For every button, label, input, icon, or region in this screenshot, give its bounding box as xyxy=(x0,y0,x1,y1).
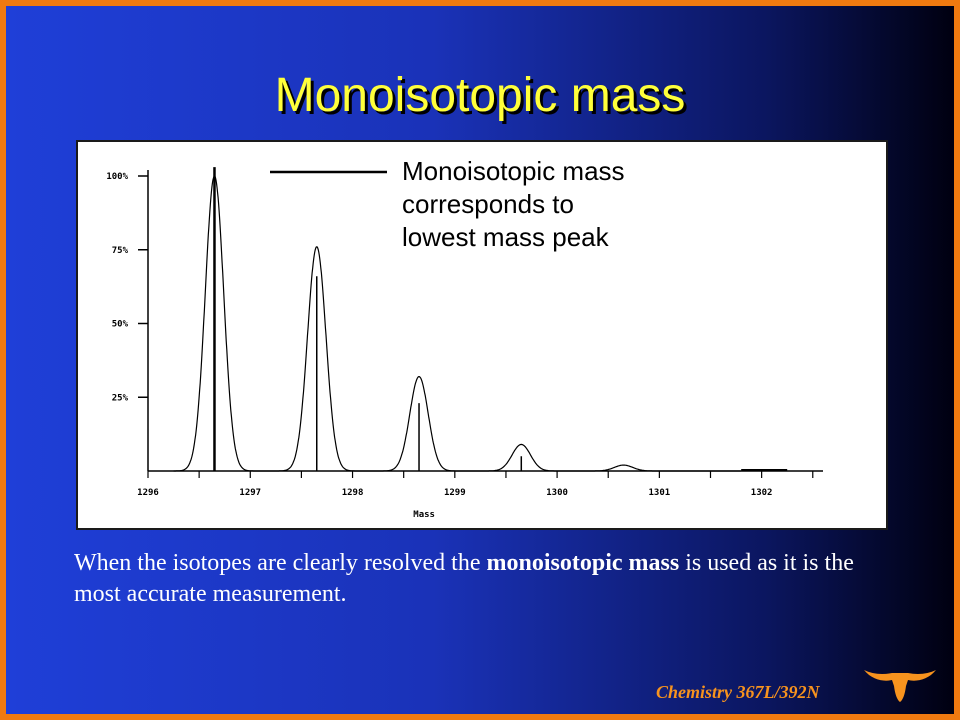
y-tick-label: 25% xyxy=(112,393,129,403)
x-tick-label: 1301 xyxy=(649,488,671,498)
profile-curve xyxy=(173,175,741,472)
course-footer: Chemistry 367L/392N xyxy=(656,682,820,702)
mass-spectrum-panel: 25% 50% 75% 100% 1296 1297 1298 1299 1300 1301 130… xyxy=(76,140,888,530)
mass-spectrum-chart: 25% 50% 75% 100% 1296 1297 1298 1299 1300 1301 130… xyxy=(106,156,823,520)
slide-caption: When the isotopes are clearly resolved t… xyxy=(74,548,894,610)
slide-title: Monoisotopic mass xyxy=(274,69,686,122)
annotation-text-line: lowest mass peak xyxy=(402,222,610,252)
caption-text-start: When the isotopes are clearly resolved t… xyxy=(74,550,487,576)
longhorn-logo-icon xyxy=(864,670,936,702)
y-tick-label: 50% xyxy=(112,320,129,330)
caption-bold-term: monoisotopic mass xyxy=(486,550,680,576)
caption-text-end: is used as it is the most accurate measu… xyxy=(74,550,854,607)
y-tick-label: 100% xyxy=(106,172,128,182)
x-tick-label: 1302 xyxy=(751,488,773,498)
x-tick-label: 1300 xyxy=(546,488,568,498)
x-tick-label: 1299 xyxy=(444,488,466,498)
x-tick-label: 1298 xyxy=(342,488,364,498)
x-tick-label: 1296 xyxy=(137,488,159,498)
y-tick-label: 75% xyxy=(112,246,129,256)
x-axis-label: Mass xyxy=(413,510,435,520)
annotation-text-line: Monoisotopic mass xyxy=(402,156,625,186)
x-tick-label: 1297 xyxy=(239,488,261,498)
annotation-text-line: corresponds to xyxy=(402,189,574,219)
